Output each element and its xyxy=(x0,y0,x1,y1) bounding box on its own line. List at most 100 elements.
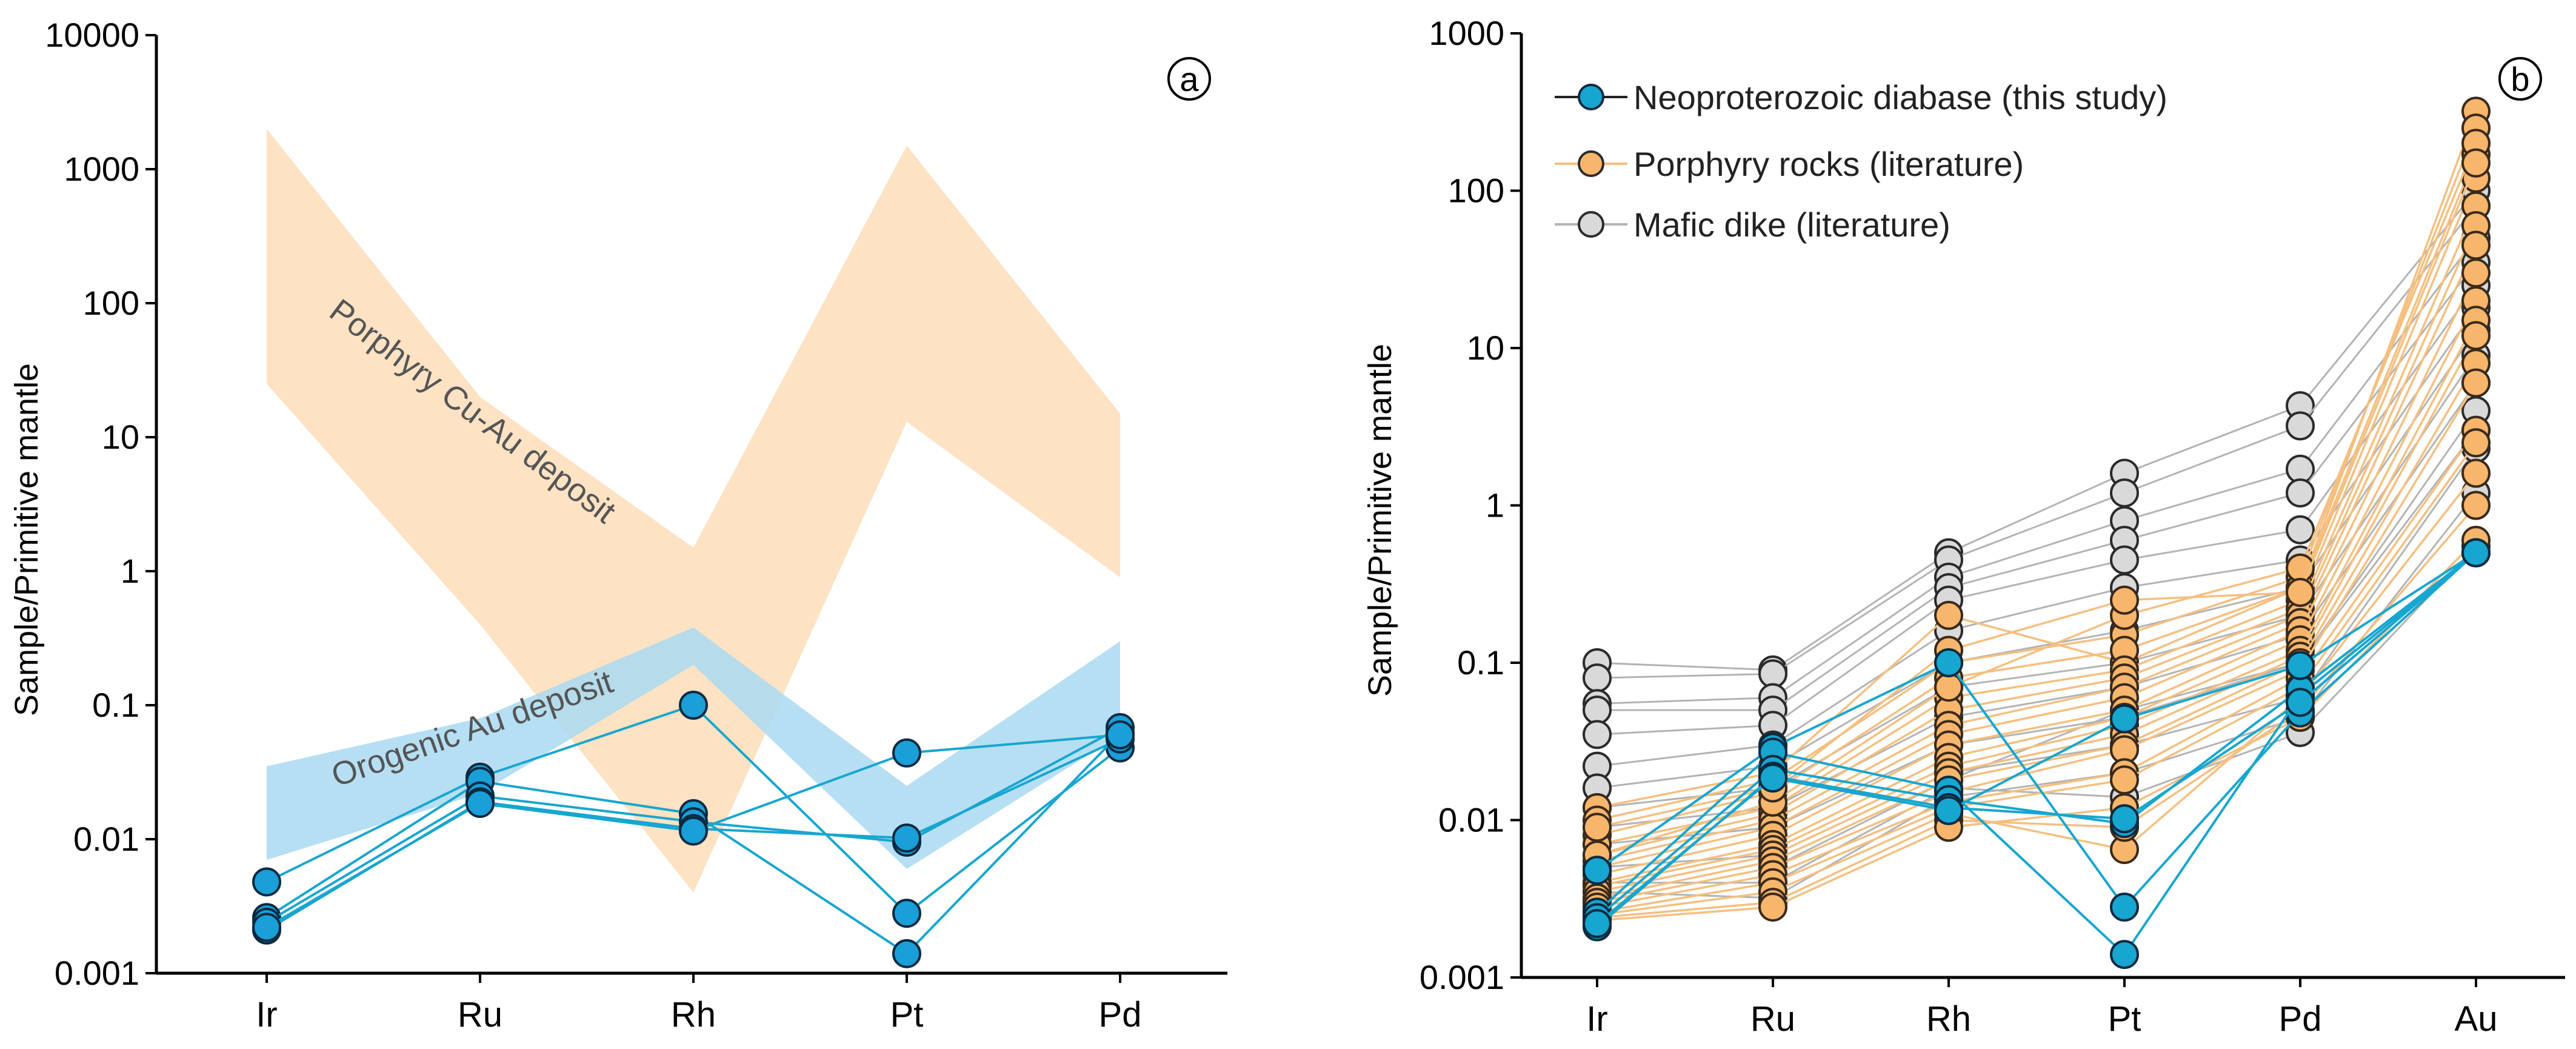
panel-b-diabase-5-point xyxy=(1934,796,1963,825)
panel-a-diabase-1-point xyxy=(892,899,921,928)
panel-b-diabase-3-line xyxy=(1596,552,2477,919)
panel-a-diabase-5-point xyxy=(679,816,708,846)
porphyry-cu-au-band xyxy=(267,129,1120,893)
panel-a-xtick-label: Rh xyxy=(671,995,716,1034)
panel-b-porphyry-7-line xyxy=(1597,244,2477,869)
panel-b-porphyry-17-point xyxy=(2461,491,2491,520)
panel-b-ytick-label: 1 xyxy=(1486,486,1504,524)
panel-a-series xyxy=(252,691,1135,968)
panel-b-porphyry-7-point xyxy=(2461,230,2491,260)
panel-b-mafic-5-point xyxy=(2286,515,2315,545)
panel-b-porphyry-14-line xyxy=(1597,429,2477,908)
panel-b-diabase-5-point xyxy=(1583,909,1612,939)
panel-b-xtick-label: Pd xyxy=(2279,999,2322,1039)
panel-b-xtick-label: Ru xyxy=(1750,999,1795,1039)
panel-b-mafic-12-line xyxy=(1597,545,2477,884)
panel-b-mafic-3-line xyxy=(1597,237,2477,705)
panel-b-ytick-label: 0.01 xyxy=(1438,801,1504,839)
panel-b-porphyry-16-point xyxy=(2461,458,2491,488)
panel-b-ytick-label: 0.1 xyxy=(1457,643,1504,682)
panel-a: 0.001 0.01 0.1 1 10 100 1000 10000 Ir Ru Rh Pt Pd Sa… xyxy=(8,16,1227,1034)
panel-b-diabase-1-point xyxy=(1934,648,1963,677)
panel-b-porphyry-4-line xyxy=(1597,178,2477,846)
panel-b: 0.001 0.01 0.1 1 10 100 1000 Ir Ru Rh Pt Pd Au Sampl… xyxy=(1362,14,2565,1039)
panel-a-diabase-1-point xyxy=(252,867,281,897)
panel-b-diabase-1-line xyxy=(1596,552,2477,908)
panel-b-porphyry-20-point xyxy=(2461,148,2491,178)
panel-b-mafic-6-line xyxy=(1597,307,2477,768)
panel-b-ytick-label: 100 xyxy=(1448,172,1504,210)
panel-b-diabase-5-point xyxy=(2286,651,2315,680)
panel-b-diabase-2-point xyxy=(2110,940,2139,970)
panel-b-porphyry-11-point xyxy=(2461,321,2491,350)
panel-b-mafic-7-line xyxy=(1597,329,2477,789)
panel-a-diabase-5-point xyxy=(252,913,281,942)
legend-label-mafic: Mafic dike (literature) xyxy=(1633,206,1950,244)
panel-b-porphyry-9-line xyxy=(1597,300,2477,884)
panel-b-porphyry-5-line xyxy=(1597,205,2477,856)
panel-b-porphyry-8-point xyxy=(2461,258,2491,288)
panel-b-xtick-label: Rh xyxy=(1926,999,1971,1039)
panel-b-xtick-label: Ir xyxy=(1586,999,1607,1039)
panel-b-mafic-5-line xyxy=(1597,284,2477,736)
panel-a-diabase-4-point xyxy=(892,823,921,853)
panel-a-xtick-label: Ru xyxy=(458,995,502,1034)
panel-b-y-axis-label: Sample/Primitive mantle xyxy=(1362,344,1398,697)
panel-b-diabase-4-point xyxy=(2286,688,2315,717)
panel-b-porphyry-12-line xyxy=(1597,363,2477,899)
panel-b-diabase-1-point xyxy=(1583,856,1612,885)
panel-a-xtick-label: Pt xyxy=(890,995,924,1034)
legend-marker-diabase xyxy=(1578,84,1604,110)
panel-a-ytick-label: 0.001 xyxy=(55,954,139,992)
panel-a-ytick-label: 0.01 xyxy=(73,820,139,858)
panel-a-y-axis-label: Sample/Primitive mantle xyxy=(8,363,45,716)
panel-a-diabase-2-point xyxy=(892,939,921,968)
panel-b-porphyry-16-line xyxy=(1597,472,2477,916)
panel-b-porphyry-19-line xyxy=(1597,142,2477,856)
panel-a-ytick-label: 10 xyxy=(102,418,139,456)
panel-b-porphyry-1-point xyxy=(1934,600,1963,630)
panel-a-xtick-label: Ir xyxy=(256,995,277,1034)
panel-b-diabase-5-point xyxy=(1758,763,1787,793)
panel-b-letter-circle xyxy=(2498,57,2542,101)
panel-b-porphyry-10-line xyxy=(1597,320,2477,888)
panel-b-porphyry-18-point xyxy=(1758,892,1787,922)
panel-b-xtick-label: Pt xyxy=(2108,999,2141,1039)
panel-b-porphyry-3-line xyxy=(1597,154,2477,837)
panel-b-mafic-1-line xyxy=(1597,190,2477,671)
panel-b-mafic-4-line xyxy=(1597,261,2477,711)
panel-b-porphyry-20-point xyxy=(2286,577,2315,607)
legend-label-diabase: Neoproterozoic diabase (this study) xyxy=(1633,78,2167,116)
panel-b-letter: b xyxy=(2511,60,2529,98)
panel-a-xtick-label: Pd xyxy=(1099,995,1142,1034)
panel-b-diabase-5-point xyxy=(2110,704,2139,734)
panel-b-mafic-2-point xyxy=(1583,663,1612,693)
panel-a-diabase-5-point xyxy=(892,738,921,768)
panel-b-porphyry-8-line xyxy=(1597,272,2477,876)
panel-b-mafic-2-point xyxy=(2286,411,2315,441)
legend-label-porphyry: Porphyry rocks (literature) xyxy=(1633,145,2024,183)
panel-a-diabase-1-point xyxy=(679,691,708,720)
panel-b-porphyry-11-line xyxy=(1597,335,2477,893)
panel-a-axes: 0.001 0.01 0.1 1 10 100 1000 10000 Ir Ru Rh Pt Pd xyxy=(45,16,1227,1034)
panel-b-labels: Sample/Primitive mantle b xyxy=(1362,57,2542,697)
panel-b-mafic-4-point xyxy=(1583,695,1612,725)
panel-a-letter-circle xyxy=(1167,57,1211,101)
panel-b-porphyry-13-line xyxy=(1597,382,2477,903)
panel-b-porphyry-15-point xyxy=(2461,428,2491,458)
orogenic-au-band xyxy=(267,627,1120,870)
panel-a-ytick-label: 0.1 xyxy=(92,686,139,724)
panel-b-legend: Neoproterozoic diabase (this study) Porp… xyxy=(1555,78,2167,244)
panel-b-porphyry-20-point xyxy=(1583,813,1612,842)
panel-b-diabase-5-line xyxy=(1596,551,2477,925)
panel-a-letter: a xyxy=(1180,60,1199,98)
legend-marker-porphyry xyxy=(1578,150,1604,177)
panel-b-mafic-4-point xyxy=(2286,478,2315,508)
panel-a-ytick-label: 10000 xyxy=(45,16,139,54)
panel-a-ytick-label: 100 xyxy=(83,284,139,322)
panel-b-porphyry-2-line xyxy=(1597,127,2477,822)
panel-b-mafic-8-line xyxy=(1597,355,2477,809)
panel-b-porphyry-6-line xyxy=(1597,225,2477,862)
legend-marker-mafic xyxy=(1578,211,1604,238)
